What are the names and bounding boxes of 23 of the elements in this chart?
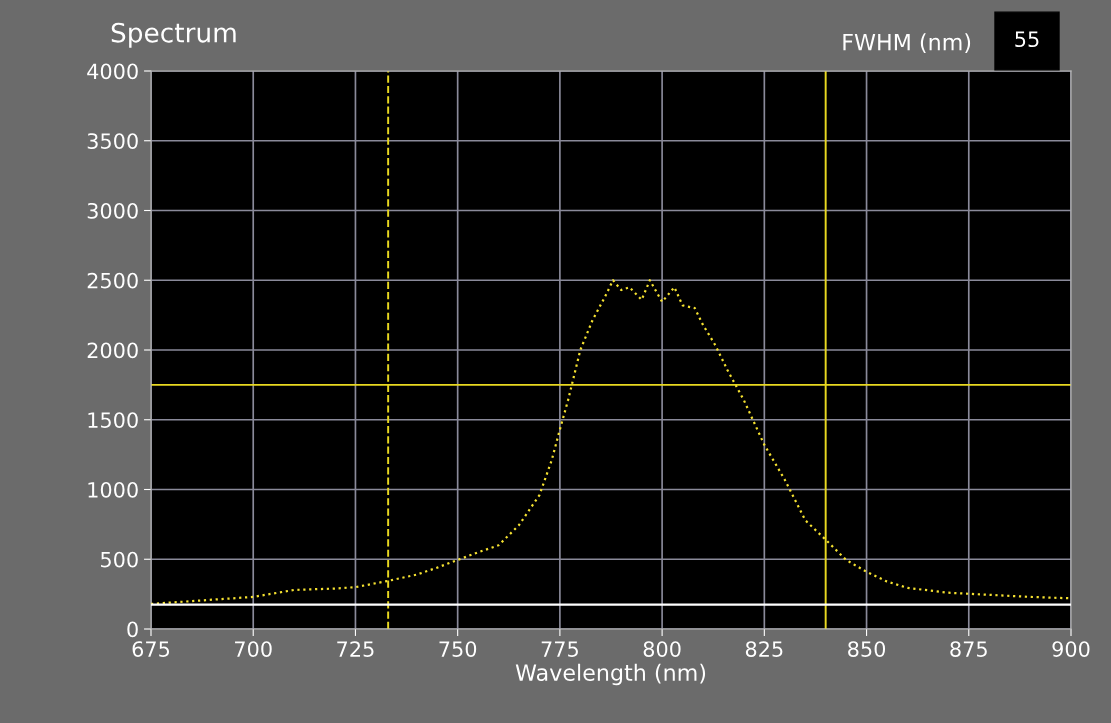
x-tick-label: 825: [745, 641, 783, 657]
y-tick-label: 1000: [88, 481, 138, 498]
y-tick-label: 3500: [87, 133, 138, 149]
text: FWHM (nm): [843, 33, 971, 54]
y-tick-label: 2000: [87, 342, 138, 359]
x-tick-label: 800: [643, 641, 681, 657]
x-tick-label: 750: [439, 641, 477, 657]
x-tick-label: 900: [1052, 641, 1090, 657]
x-tick-label: 775: [541, 641, 578, 657]
x-tick-label: 700: [235, 641, 272, 657]
x-tick-label: 875: [950, 641, 987, 657]
chart-title: Spectrum: [111, 22, 236, 48]
x-tick-label: 675: [132, 641, 170, 657]
y-tick-label: 2500: [87, 272, 138, 289]
y-tick-label: 1500: [88, 412, 138, 428]
y-tick-label: 500: [101, 551, 138, 568]
text: 55: [1015, 31, 1039, 48]
y-tick-label: 0: [127, 621, 138, 638]
x-axis-title: Wavelength (nm): [515, 663, 706, 686]
x-tick-label: 725: [337, 641, 374, 657]
y-tick-label: 3000: [87, 202, 138, 219]
x-tick-label: 850: [848, 641, 886, 657]
y-tick-label: 4000: [87, 63, 138, 80]
